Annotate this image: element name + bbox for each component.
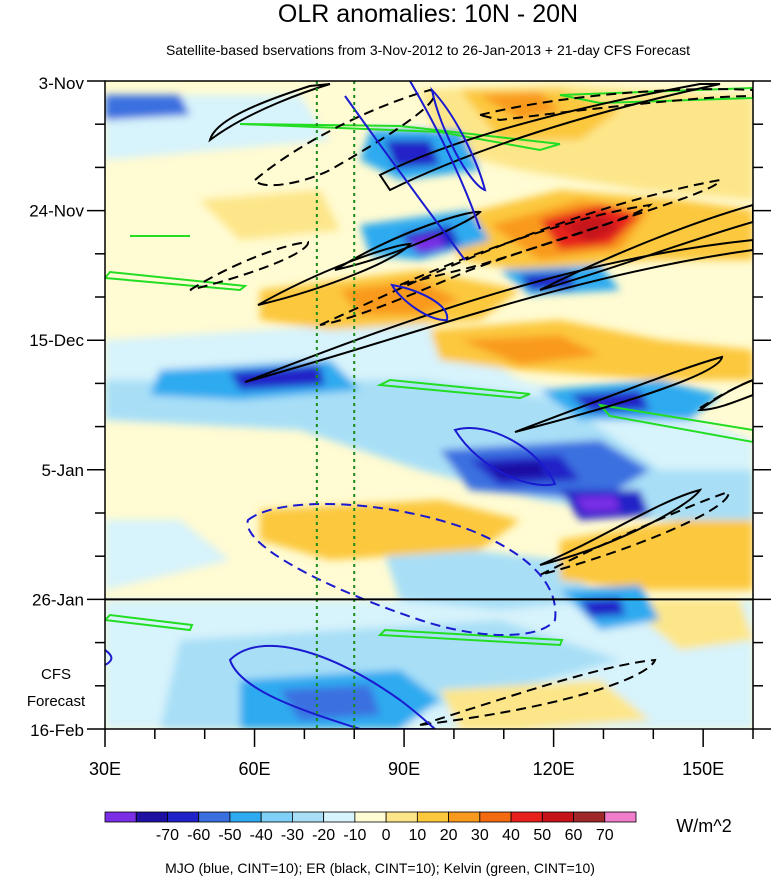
- colorbar-swatch: [479, 811, 512, 823]
- colorbar-swatch: [354, 811, 387, 823]
- x-tick-label: 150E: [682, 759, 724, 779]
- colorbar-swatch: [448, 811, 481, 823]
- er-contours: [208, 83, 753, 566]
- colorbar-swatch: [135, 811, 168, 823]
- colorbar-label: -50: [218, 827, 241, 844]
- mjo-contours: [105, 81, 557, 729]
- y-tick-label: 26-Jan: [32, 590, 84, 609]
- y-tick-label: 16-Feb: [30, 721, 84, 740]
- colorbar-label: -70: [156, 827, 179, 844]
- colorbar-swatch: [385, 811, 418, 823]
- chart-subtitle: Satellite-based bservations from 3-Nov-2…: [166, 42, 690, 58]
- x-tick-label: 90E: [388, 759, 420, 779]
- x-tick-label: 120E: [533, 759, 575, 779]
- colorbar-label: 70: [596, 827, 614, 844]
- mjo-dashed-contours: [246, 502, 557, 636]
- chart-title: OLR anomalies: 10N - 20N: [278, 0, 578, 28]
- y-axis: 3-Nov 24-Nov 15-Dec 5-Jan 26-Jan 16-Feb: [29, 74, 771, 740]
- plot-frame: [104, 80, 754, 730]
- colorbar-label: 30: [471, 827, 489, 844]
- olr-anomaly-field: [105, 84, 753, 729]
- colorbar-label: -30: [281, 827, 304, 844]
- colorbar-swatch: [416, 811, 449, 823]
- colorbar-label: 40: [502, 827, 520, 844]
- y-tick-label: 5-Jan: [41, 461, 84, 480]
- reference-longitude-lines: [315, 81, 356, 729]
- y-tick-label: 24-Nov: [29, 202, 84, 221]
- colorbar-label: 60: [565, 827, 583, 844]
- x-tick-label: 60E: [239, 759, 271, 779]
- colorbar-label: 0: [382, 827, 391, 844]
- y-tick-label: 15-Dec: [29, 331, 84, 350]
- forecast-label-cfs: CFS: [41, 666, 71, 683]
- colorbar: -70 -60 -50 -40 -30 -20 -10 0 10 20 30 40 50 60 70: [104, 811, 637, 844]
- colorbar-swatch: [510, 811, 543, 823]
- plot-area: [105, 81, 753, 729]
- colorbar-swatch: [104, 811, 137, 823]
- x-tick-label: 30E: [89, 759, 121, 779]
- colorbar-swatch: [167, 811, 200, 823]
- colorbar-swatch: [229, 811, 262, 823]
- colorbar-swatch: [541, 811, 574, 823]
- colorbar-swatch: [323, 811, 356, 823]
- colorbar-unit: W/m^2: [676, 816, 731, 836]
- colorbar-swatch: [292, 811, 325, 823]
- colorbar-label: -20: [312, 827, 335, 844]
- colorbar-label: 50: [533, 827, 551, 844]
- y-tick-label: 3-Nov: [39, 74, 85, 93]
- colorbar-swatch: [604, 811, 637, 823]
- legend-note: MJO (blue, CINT=10); ER (black, CINT=10)…: [165, 860, 595, 876]
- colorbar-label: -10: [343, 827, 366, 844]
- colorbar-label: -60: [187, 827, 210, 844]
- x-axis: 30E 60E 90E 120E 150E: [89, 729, 754, 779]
- forecast-label-forecast: Forecast: [27, 693, 86, 710]
- colorbar-swatch: [198, 811, 231, 823]
- colorbar-swatch: [260, 811, 293, 823]
- colorbar-label: 20: [440, 827, 458, 844]
- colorbar-swatch: [573, 811, 606, 823]
- colorbar-label: -40: [250, 827, 273, 844]
- er-dashed-contours: [189, 88, 753, 726]
- colorbar-label: 10: [408, 827, 426, 844]
